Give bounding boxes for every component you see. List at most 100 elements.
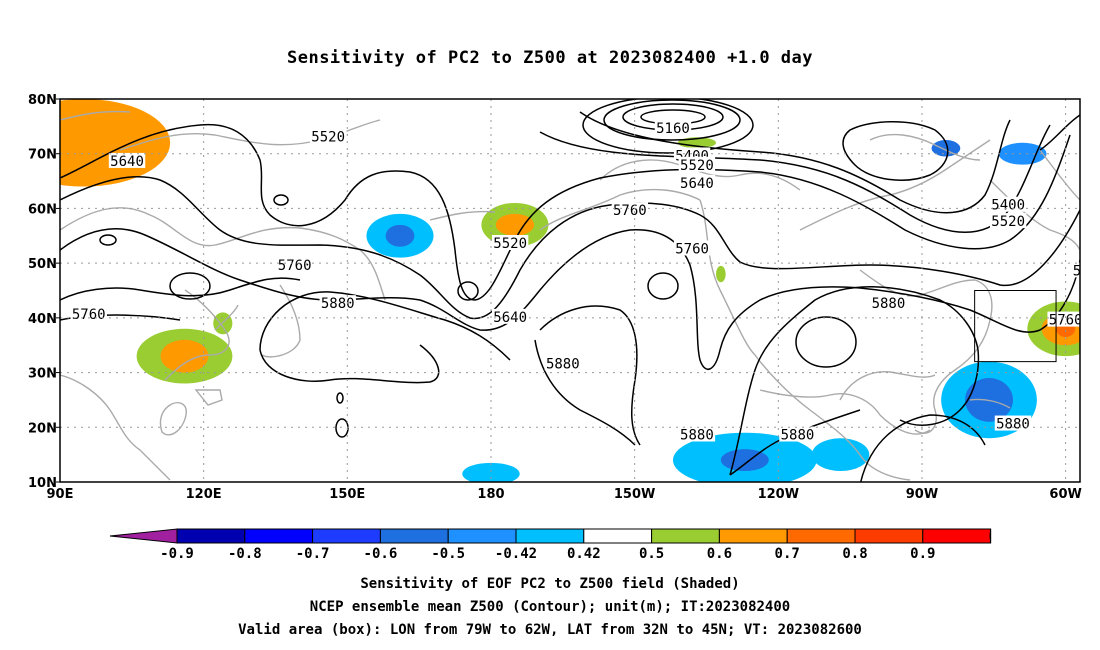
caption-line-3: Valid area (box): LON from 79W to 62W, L… — [238, 622, 862, 638]
contour-label-bg — [870, 295, 907, 311]
colorbar-label: -0.7 — [296, 546, 330, 562]
contour-label-bg — [319, 295, 356, 311]
sensitivity-patch — [720, 449, 769, 472]
lon-label: 120W — [758, 487, 799, 502]
colorbar-segment — [922, 528, 992, 544]
colorbar-label: 0.9 — [910, 546, 935, 562]
colorbar-segment — [515, 528, 585, 544]
colorbar-label: 0.6 — [707, 546, 732, 562]
contour-label: 5880 — [781, 427, 815, 443]
map-frame — [59, 98, 1081, 483]
lat-label: 70N — [28, 148, 57, 163]
contour-label: 5520 — [493, 236, 527, 252]
lon-label: 120E — [186, 487, 222, 502]
colorbar-segment — [718, 528, 788, 544]
contour-label-bg — [678, 156, 716, 172]
contour-label-bg — [654, 120, 692, 136]
colorbar-label: -0.5 — [431, 546, 465, 562]
colorbar-right-arrow — [989, 528, 992, 544]
contour-label-bg — [779, 426, 816, 442]
contour-label: 5880 — [321, 296, 355, 312]
colorbar-segment — [312, 528, 381, 544]
lon-label: 90E — [47, 487, 74, 502]
contour-label-bg — [309, 128, 347, 144]
contour-label: 5760 — [1049, 313, 1083, 329]
longitude-labels: 90E 120E 150E 180 150W 120W 90W 60W — [47, 487, 1082, 502]
contour-label-bg — [611, 202, 649, 218]
colorbar-segment — [379, 528, 449, 544]
contour-label: 5880 — [546, 356, 580, 372]
contour-label: 5880 — [996, 417, 1030, 433]
contour-label-bg — [491, 234, 529, 250]
colorbar-label: -0.8 — [228, 546, 262, 562]
contour-label-bg — [994, 415, 1032, 431]
lon-label: 60W — [1049, 487, 1081, 502]
lat-label: 10N — [28, 476, 57, 491]
contour-label: 5520 — [680, 158, 714, 174]
caption-line-1: Sensitivity of EOF PC2 to Z500 field (Sh… — [360, 576, 740, 592]
sensitivity-patch — [160, 339, 209, 373]
colorbar-segment — [583, 528, 653, 544]
lon-label: 90W — [906, 487, 938, 502]
lat-label: 50N — [28, 257, 57, 272]
valid-area-box — [974, 290, 1057, 363]
latitude-labels: 80N 70N 60N 50N 40N 30N 20N 10N — [28, 93, 60, 491]
contour-labels: 5160540055205640576057605520564055205760… — [70, 120, 1100, 443]
lon-label: 150E — [329, 487, 365, 502]
lon-label: 180 — [477, 487, 504, 502]
colorbar-segment — [854, 528, 924, 544]
colorbar-segment — [651, 528, 720, 544]
sensitivity-patch — [716, 265, 726, 283]
contour-label-bg — [108, 152, 146, 168]
contour-label: 5880 — [680, 427, 714, 443]
colorbar-segment — [786, 528, 856, 544]
colorbar-label: -0.6 — [364, 546, 398, 562]
contour-label: 5640 — [493, 310, 527, 326]
contour-label: 5520 — [991, 214, 1025, 230]
contour-label: 5640 — [1073, 263, 1100, 279]
contour-label-bg — [544, 355, 582, 371]
contour-label: 5880 — [872, 296, 906, 312]
sensitivity-patch — [495, 213, 535, 236]
contour-label-bg — [678, 174, 716, 190]
contour-label: 5760 — [278, 258, 312, 274]
contour-label: 5640 — [680, 176, 714, 192]
contour-label: 5760 — [675, 241, 709, 257]
z500-contours — [60, 99, 1080, 482]
colorbar-label: 0.42 — [567, 546, 601, 562]
sensitivity-patch — [931, 140, 961, 157]
lat-label: 40N — [28, 312, 57, 327]
chart-title: Sensitivity of PC2 to Z500 at 2023082400… — [286, 48, 813, 68]
contour-label-bg — [673, 240, 711, 256]
caption-line-2: NCEP ensemble mean Z500 (Contour); unit(… — [309, 599, 791, 615]
contour-label: 5760 — [72, 307, 106, 323]
colorbar-left-arrow — [109, 528, 178, 544]
colorbar-label: 0.5 — [639, 546, 664, 562]
colorbar-segment — [244, 528, 314, 544]
contour-label-bg — [989, 213, 1027, 229]
contour-label-bg — [678, 426, 716, 442]
sensitivity-patch — [462, 462, 520, 482]
contour-label-bg — [491, 308, 529, 324]
lat-lon-grid — [60, 99, 1080, 482]
colorbar-label: -0.42 — [495, 546, 537, 562]
contour-label: 5520 — [311, 129, 345, 145]
lat-label: 60N — [28, 202, 57, 217]
colorbar-label: -0.9 — [160, 546, 194, 562]
colorbar-labels: -0.9 -0.8 -0.7 -0.6 -0.5 -0.42 0.42 0.5 0.6 0.7 0.… — [160, 546, 935, 562]
contour-label: 5760 — [613, 203, 647, 219]
colorbar — [109, 528, 992, 544]
contour-label: 5400 — [991, 198, 1025, 214]
lat-label: 80N — [28, 93, 57, 108]
colorbar-label: 0.8 — [842, 546, 867, 562]
sensitivity-patch — [385, 224, 415, 247]
colorbar-segment — [447, 528, 517, 544]
lat-label: 20N — [28, 421, 57, 436]
colorbar-label: 0.7 — [775, 546, 800, 562]
sensitivity-patch — [811, 438, 870, 472]
contour-label: 5160 — [656, 121, 690, 137]
colorbar-segment — [176, 528, 246, 544]
contour-label-bg — [1071, 262, 1080, 278]
lat-label: 30N — [28, 367, 57, 382]
